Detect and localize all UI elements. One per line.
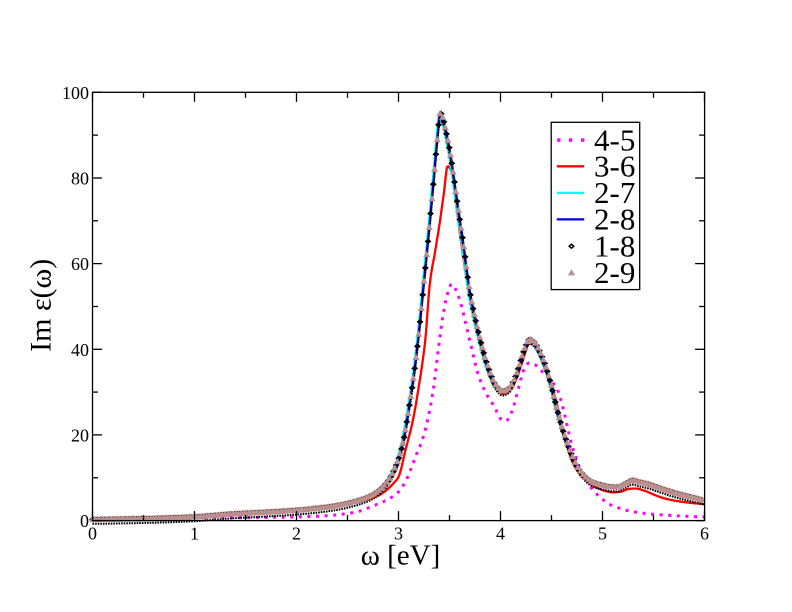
svg-text:2-8: 2-8 [594, 202, 635, 237]
svg-text:4: 4 [496, 524, 505, 544]
svg-text:2-7: 2-7 [594, 175, 635, 210]
svg-text:1-8: 1-8 [594, 229, 635, 264]
svg-text:6: 6 [700, 524, 709, 544]
svg-text:40: 40 [71, 340, 89, 360]
svg-text:4-5: 4-5 [594, 122, 635, 157]
svg-text:0: 0 [88, 524, 97, 544]
svg-text:3-6: 3-6 [594, 149, 635, 184]
svg-text:1: 1 [190, 524, 199, 544]
svg-text:80: 80 [71, 169, 89, 189]
svg-text:3: 3 [394, 524, 403, 544]
svg-text:ω [eV]: ω [eV] [361, 539, 440, 571]
svg-text:2: 2 [292, 524, 301, 544]
svg-text:5: 5 [598, 524, 607, 544]
svg-text:2-9: 2-9 [594, 255, 635, 290]
svg-text:0: 0 [80, 511, 89, 531]
svg-text:Im ε(ω): Im ε(ω) [25, 259, 58, 352]
svg-text:60: 60 [71, 254, 89, 274]
svg-text:100: 100 [62, 83, 89, 103]
svg-text:20: 20 [71, 426, 89, 446]
